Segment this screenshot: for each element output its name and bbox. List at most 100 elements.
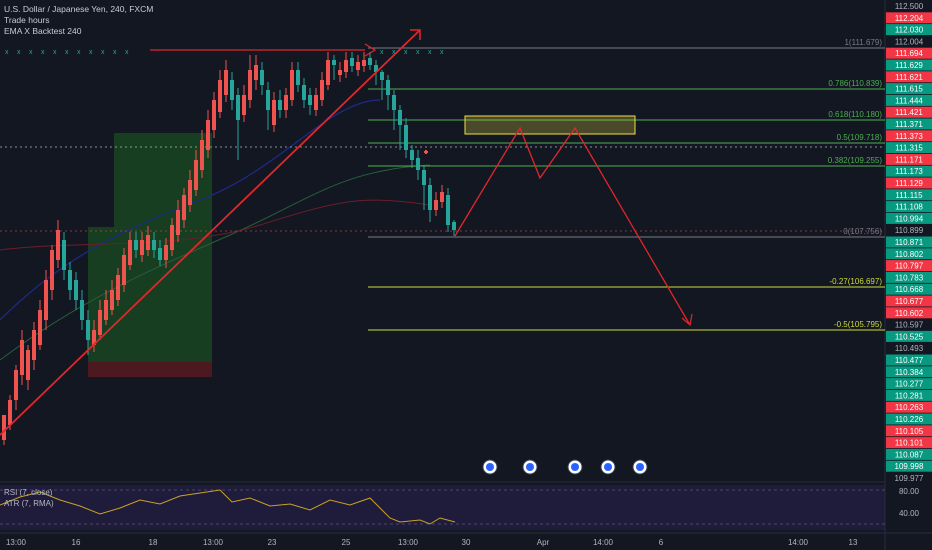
signal-mark-left-9: x	[113, 49, 117, 56]
candle-body-61	[368, 58, 372, 65]
candle-body-32	[194, 160, 198, 190]
price-badge-25	[886, 295, 932, 307]
candle-body-27	[164, 245, 168, 260]
event-icon-flag-1	[526, 463, 534, 471]
price-badge-37	[886, 437, 932, 449]
price-badge-30	[886, 354, 932, 366]
price-badge-39	[886, 460, 932, 472]
candle-body-29	[176, 210, 180, 235]
signal-mark-left-2: x	[29, 49, 33, 56]
signal-mark-right-5: x	[440, 49, 444, 56]
price-tick-29: 110.493	[895, 344, 924, 353]
cross-marker	[424, 150, 428, 154]
candle-body-19	[116, 275, 120, 300]
time-tick-10: 6	[659, 538, 664, 547]
candle-body-57	[344, 60, 348, 72]
candle-body-39	[236, 95, 240, 120]
price-badge-28	[886, 330, 932, 342]
rsi-tick-1: 40.00	[899, 509, 920, 518]
candle-body-40	[242, 95, 246, 115]
candle-body-6	[38, 310, 42, 345]
candle-body-45	[272, 100, 276, 125]
time-tick-0: 13:00	[6, 538, 27, 547]
candle-body-53	[320, 80, 324, 100]
price-tick-13: 111.171	[895, 155, 923, 164]
signal-mark-left-6: x	[77, 49, 81, 56]
price-tick-2: 112.030	[895, 26, 924, 35]
candle-body-16	[98, 310, 102, 335]
price-tick-30: 110.477	[895, 356, 924, 365]
signal-mark-right-2: x	[404, 49, 408, 56]
price-tick-27: 110.597	[895, 321, 924, 330]
candle-body-33	[200, 140, 204, 170]
price-badge-13	[886, 153, 932, 165]
candle-body-10	[62, 240, 66, 270]
price-tick-38: 110.087	[895, 450, 924, 459]
price-tick-28: 110.525	[895, 332, 924, 341]
event-icon-flag-2	[571, 463, 579, 471]
price-badge-16	[886, 189, 932, 201]
candle-body-4	[26, 350, 30, 380]
price-tick-25: 110.677	[895, 297, 924, 306]
candle-body-58	[350, 58, 354, 66]
time-tick-8: Apr	[537, 538, 550, 547]
price-tick-16: 111.115	[895, 191, 923, 200]
fib-label-6: -0.27(106.697)	[830, 277, 883, 286]
rsi-tick-0: 80.00	[899, 487, 920, 496]
candle-body-69	[416, 158, 420, 170]
time-tick-5: 25	[342, 538, 351, 547]
price-tick-32: 110.277	[895, 380, 924, 389]
price-tick-4: 111.694	[895, 49, 923, 58]
price-badge-31	[886, 366, 932, 378]
time-tick-7: 30	[462, 538, 471, 547]
candle-body-9	[56, 230, 60, 260]
price-tick-5: 111.629	[895, 61, 923, 70]
price-tick-10: 111.371	[895, 120, 923, 129]
price-badge-18	[886, 212, 932, 224]
price-tick-11: 111.373	[895, 132, 923, 141]
candle-body-59	[356, 62, 360, 70]
time-tick-9: 14:00	[593, 538, 614, 547]
candle-body-68	[410, 150, 414, 160]
trendline	[0, 29, 421, 436]
price-badge-14	[886, 165, 932, 177]
time-tick-3: 13:00	[203, 538, 224, 547]
candle-body-67	[404, 125, 408, 150]
candle-body-25	[152, 240, 156, 250]
event-icon-flag-0	[486, 463, 494, 471]
price-badge-6	[886, 71, 932, 83]
trendline-arrowhead	[410, 29, 421, 40]
candle-body-7	[44, 280, 48, 320]
candle-body-35	[212, 100, 216, 130]
legend-ema-backtest: EMA X Backtest 240	[4, 26, 82, 36]
price-badge-8	[886, 94, 932, 106]
candle-body-72	[434, 200, 438, 210]
candle-body-52	[314, 95, 318, 110]
projection-path	[454, 126, 691, 326]
price-tick-1: 112.204	[895, 14, 924, 23]
rsi-pane	[0, 485, 885, 530]
candle-body-28	[170, 225, 174, 250]
price-tick-24: 110.668	[895, 285, 924, 294]
candle-body-50	[302, 85, 306, 100]
candle-body-75	[452, 222, 456, 230]
candle-body-65	[392, 95, 396, 110]
time-tick-4: 23	[268, 538, 277, 547]
signal-mark-left-4: x	[53, 49, 57, 56]
price-tick-21: 110.802	[895, 250, 924, 259]
candle-body-38	[230, 80, 234, 100]
rsi-legend: RSI (7, close) ATR (7, RMA)	[4, 487, 54, 509]
candle-body-46	[278, 100, 282, 110]
price-badge-38	[886, 448, 932, 460]
candle-body-17	[104, 300, 108, 320]
price-tick-18: 110.994	[895, 214, 924, 223]
projection-arrowhead	[681, 313, 693, 327]
target-zone-box	[464, 115, 636, 135]
signal-mark-left-10: x	[125, 49, 129, 56]
price-tick-12: 111.315	[895, 144, 923, 153]
price-tick-37: 110.101	[895, 439, 924, 448]
rsi-label: RSI (7, close)	[4, 488, 53, 497]
price-badge-22	[886, 260, 932, 272]
